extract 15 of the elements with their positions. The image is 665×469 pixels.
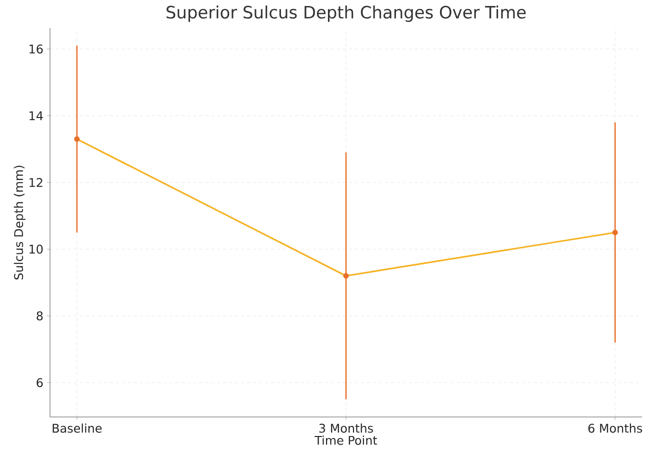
y-tick-label: 16 [30,44,43,54]
y-tick-label: 8 [36,311,43,320]
y-tick-label: 14 [30,111,43,120]
point [612,230,618,236]
x-tick-label: Baseline [52,424,102,433]
y-tick-label: 10 [30,244,43,254]
x-axis-title: Time Point [314,436,378,445]
x-tick-label: 6 Months [588,424,642,433]
y-tick-label: 6 [36,378,43,388]
y-axis-title: Sulcus Depth (mm) [14,166,26,280]
point [74,136,80,142]
point [343,273,349,279]
chart-title: Superior Sulcus Depth Changes Over Time [166,6,526,22]
y-tick-label: 12 [30,178,42,187]
x-tick-label: 3 Months [319,424,373,433]
